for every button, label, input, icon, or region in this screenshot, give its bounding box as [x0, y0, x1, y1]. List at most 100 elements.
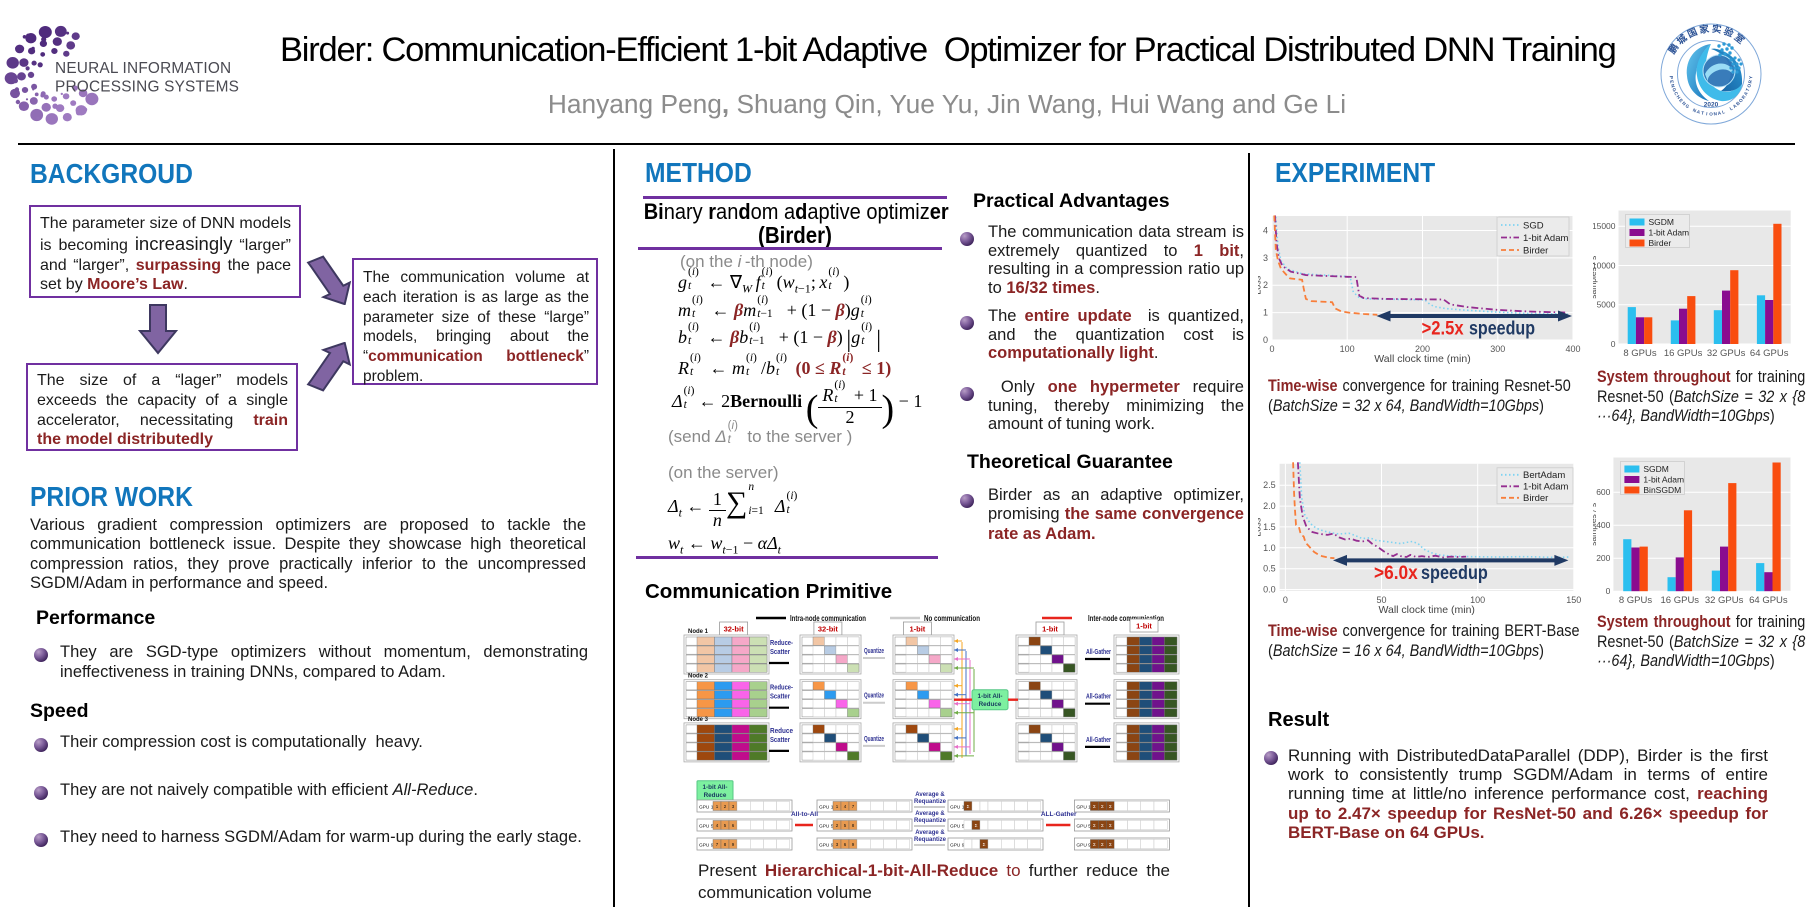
svg-text:Wall clock time (min): Wall clock time (min): [1374, 353, 1470, 365]
svg-text:N: N: [1713, 111, 1718, 116]
svg-text:200: 200: [1415, 344, 1430, 354]
svg-text:ALL-Gather: ALL-Gather: [1041, 811, 1077, 818]
svg-text:Loss: Loss: [1258, 517, 1263, 537]
svg-text:0: 0: [1263, 335, 1268, 345]
svg-text:5: 5: [724, 823, 727, 828]
svg-text:GPU 9: GPU 9: [1076, 843, 1091, 849]
svg-text:国: 国: [1686, 27, 1699, 41]
svg-text:I: I: [1706, 111, 1708, 116]
svg-text:Loss: Loss: [1258, 275, 1263, 295]
svg-text:16 GPUs: 16 GPUs: [1664, 348, 1703, 359]
svg-text:A: A: [1696, 109, 1701, 115]
svg-text:0: 0: [1606, 586, 1611, 596]
svg-text:Node 2: Node 2: [688, 674, 709, 680]
svg-text:E: E: [1678, 98, 1684, 104]
svg-text:8: 8: [724, 842, 727, 847]
svg-text:300: 300: [1490, 344, 1505, 354]
svg-text:Reduce: Reduce: [979, 701, 1002, 708]
svg-text:Reduce-: Reduce-: [770, 685, 794, 692]
svg-text:Quantize: Quantize: [864, 693, 884, 700]
svg-text:400: 400: [1596, 520, 1610, 530]
svg-text:3: 3: [1263, 253, 1268, 263]
svg-text:Node 3: Node 3: [688, 717, 709, 723]
svg-text:Σ: Σ: [1093, 804, 1096, 809]
svg-text:Reduce: Reduce: [770, 728, 793, 735]
svg-text:Birder: Birder: [1523, 493, 1548, 504]
svg-text:实: 实: [1711, 23, 1722, 36]
svg-text:4: 4: [716, 823, 719, 828]
svg-text:Σ: Σ: [1109, 842, 1112, 847]
svg-text:H: H: [1675, 94, 1681, 100]
svg-text:GPU 5: GPU 5: [699, 824, 714, 830]
svg-text:SGD: SGD: [1523, 220, 1544, 231]
svg-text:samples / s: samples / s: [1593, 256, 1598, 299]
svg-text:Reduce: Reduce: [704, 792, 727, 799]
svg-text:1-bit Adam: 1-bit Adam: [1649, 228, 1690, 238]
svg-text:1-bit Adam: 1-bit Adam: [1643, 475, 1684, 485]
svg-text:Σ: Σ: [1093, 842, 1096, 847]
svg-text:GPU 5: GPU 5: [1076, 824, 1091, 830]
svg-text:0: 0: [1283, 595, 1288, 605]
svg-text:0.5: 0.5: [1263, 564, 1276, 574]
svg-text:speedup: speedup: [1469, 319, 1535, 340]
svg-text:Scatter: Scatter: [770, 737, 790, 744]
svg-text:32-bit: 32-bit: [818, 625, 839, 634]
svg-text:32 GPUs: 32 GPUs: [1705, 595, 1744, 606]
svg-text:9: 9: [732, 842, 735, 847]
svg-text:Quantize: Quantize: [864, 736, 884, 743]
svg-text:8 GPUs: 8 GPUs: [1623, 348, 1657, 359]
svg-text:O: O: [1738, 97, 1744, 103]
svg-text:Average &: Average &: [915, 830, 945, 836]
svg-text:5: 5: [844, 823, 847, 828]
svg-text:1-bit Adam: 1-bit Adam: [1523, 233, 1568, 244]
svg-text:GPU 9: GPU 9: [699, 843, 714, 849]
svg-text:GPU 9: GPU 9: [950, 843, 965, 849]
svg-text:Quantize: Quantize: [864, 648, 884, 655]
svg-text:5000: 5000: [1597, 300, 1616, 310]
svg-text:3: 3: [732, 804, 735, 809]
svg-text:N: N: [1681, 101, 1687, 107]
svg-text:Average &: Average &: [915, 792, 945, 798]
svg-text:9: 9: [852, 842, 855, 847]
svg-text:1-bit: 1-bit: [1042, 625, 1058, 634]
svg-text:SGDM: SGDM: [1649, 217, 1675, 227]
svg-text:GPU 1: GPU 1: [699, 805, 714, 811]
svg-text:32-bit: 32-bit: [724, 625, 745, 634]
svg-text:7: 7: [852, 804, 855, 809]
svg-text:samples / s: samples / s: [1593, 503, 1598, 546]
svg-text:GPU 1: GPU 1: [1076, 805, 1091, 811]
svg-text:16 GPUs: 16 GPUs: [1661, 595, 1700, 606]
svg-text:>2.5x: >2.5x: [1422, 319, 1464, 340]
svg-text:0.0: 0.0: [1263, 585, 1276, 595]
svg-text:B: B: [1735, 100, 1741, 106]
svg-text:50: 50: [1376, 595, 1386, 605]
svg-text:Requantize: Requantize: [914, 837, 947, 843]
svg-text:Σ: Σ: [1101, 823, 1104, 828]
svg-text:>6.0x: >6.0x: [1374, 563, 1418, 584]
svg-text:Σ: Σ: [1109, 804, 1112, 809]
svg-text:2.5: 2.5: [1263, 480, 1276, 490]
svg-text:speedup: speedup: [1421, 563, 1488, 584]
svg-text:Node 1: Node 1: [688, 629, 709, 635]
svg-text:No communication: No communication: [924, 614, 980, 623]
svg-text:1-bit: 1-bit: [1136, 622, 1152, 631]
svg-text:Birder: Birder: [1523, 245, 1548, 256]
svg-text:1: 1: [716, 804, 719, 809]
svg-text:3: 3: [836, 842, 839, 847]
svg-text:GPU 9: GPU 9: [819, 843, 834, 849]
svg-text:Σ: Σ: [1093, 823, 1096, 828]
svg-text:P: P: [1669, 76, 1674, 80]
svg-text:Scatter: Scatter: [770, 649, 790, 656]
svg-text:Birder: Birder: [1649, 238, 1672, 248]
svg-text:4: 4: [844, 804, 847, 809]
svg-text:O: O: [1709, 112, 1713, 117]
svg-text:6: 6: [732, 823, 735, 828]
svg-text:R: R: [1747, 79, 1753, 84]
svg-text:Σ: Σ: [1109, 823, 1112, 828]
svg-text:2: 2: [1263, 280, 1268, 290]
svg-text:1: 1: [836, 804, 839, 809]
svg-text:Σ: Σ: [983, 842, 986, 847]
svg-text:600: 600: [1596, 487, 1610, 497]
svg-text:Σ: Σ: [967, 804, 970, 809]
svg-text:Wall clock time (min): Wall clock time (min): [1378, 604, 1474, 616]
